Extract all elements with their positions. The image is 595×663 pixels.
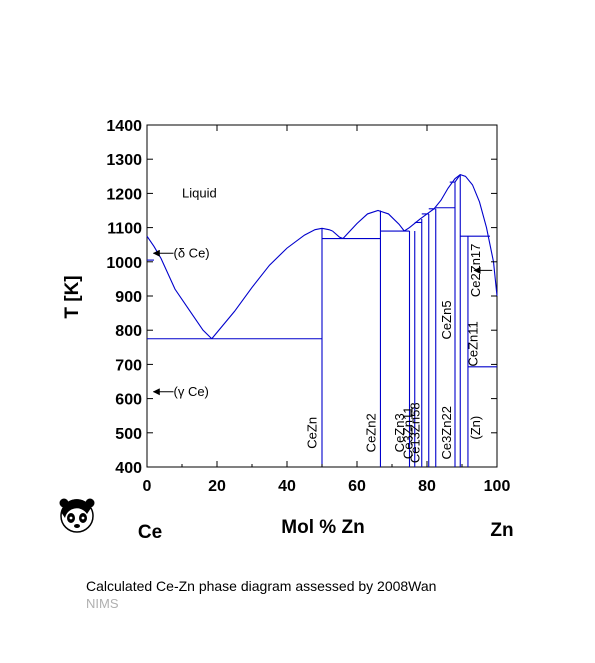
y-tick-label: 500 (115, 426, 142, 443)
panda-icon (59, 498, 95, 533)
source-label: NIMS (86, 596, 119, 611)
phase-boundary-line-2 (211, 227, 333, 340)
phase-region-label: (δ Ce) (174, 245, 210, 260)
y-tick-label: 900 (115, 289, 142, 306)
right-end-label: Zn (490, 520, 513, 541)
phase-region-label: Ce3Zn11 (400, 407, 415, 460)
x-tick-label: 60 (348, 478, 366, 495)
phase-boundary-line-3 (332, 230, 344, 240)
phase-region-label: CeZn11 (466, 321, 481, 366)
figure-caption: Calculated Ce-Zn phase diagram assessed … (86, 578, 437, 594)
x-tick-label: 80 (418, 478, 436, 495)
y-tick-label: 400 (115, 460, 142, 477)
x-axis-title: Mol % Zn (281, 517, 364, 538)
y-tick-label: 1400 (106, 118, 142, 135)
phase-region-label: (Zn) (468, 416, 483, 440)
y-tick-label: 1100 (107, 221, 142, 238)
phase-region-label: Ce3Zn22 (439, 406, 454, 459)
phase-region-label: Ce13Zn58 (407, 402, 422, 463)
left-end-label: Ce (138, 522, 162, 543)
x-tick-label: 0 (143, 478, 152, 495)
phase-region-label: Liquid (182, 185, 217, 200)
y-tick-label: 700 (115, 357, 142, 374)
phase-region-label: (γ Ce) (174, 384, 209, 399)
y-tick-label: 1200 (106, 186, 142, 203)
y-tick-label: 600 (115, 392, 142, 409)
phase-boundary-line-1 (146, 235, 213, 340)
x-tick-label: 20 (208, 478, 226, 495)
x-tick-label: 100 (484, 478, 511, 495)
phase-boundary-line-4 (342, 209, 405, 239)
y-tick-label: 1300 (106, 152, 142, 169)
phase-boundary-line-5 (403, 173, 498, 297)
phase-region-label: CeZn2 (364, 413, 379, 452)
y-tick-label: 1000 (106, 255, 142, 272)
x-tick-label: 40 (278, 478, 296, 495)
y-tick-label: 800 (115, 323, 142, 340)
phase-region-label: CeZn3 (392, 413, 407, 452)
phase-boundary-line-23 (454, 174, 461, 183)
y-axis-title: T [K] (62, 275, 83, 318)
phase-region-label: CeZn5 (439, 300, 454, 339)
phase-region-label: CeZn (305, 417, 320, 449)
